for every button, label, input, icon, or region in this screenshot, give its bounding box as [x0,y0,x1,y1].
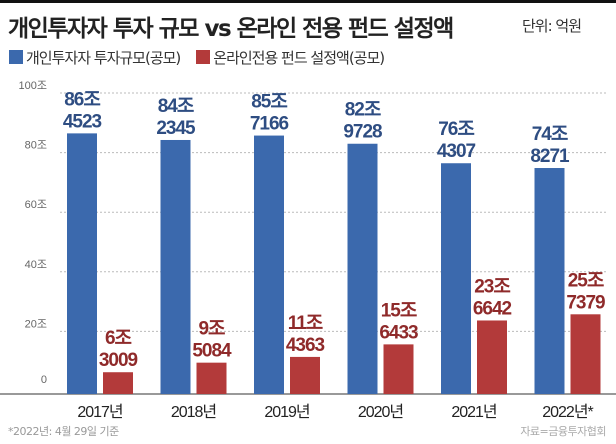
x-tick-label: 2018년 [171,403,217,421]
data-label-jo: 11조 [288,313,323,334]
y-tick-label: 40조 [25,259,47,271]
data-label-eok: 4363 [286,335,325,356]
data-label-jo: 85조 [251,92,287,113]
x-tick-label: 2017년 [77,403,123,421]
data-label-jo: 82조 [345,100,381,121]
data-label-eok: 4307 [437,141,476,162]
data-label-jo: 9조 [198,319,225,340]
bar-investment [441,163,471,394]
bar-online-fund [383,344,414,394]
x-tick-label: 2019년 [264,403,310,421]
x-tick-label: 2020년 [358,403,404,421]
x-tick-label: 2022년* [542,403,593,421]
x-tick-label: 2021년 [451,403,497,421]
data-label-jo: 15조 [381,300,417,321]
y-tick-label: 80조 [25,140,47,152]
data-label-jo: 23조 [474,276,510,297]
data-label-eok: 7379 [566,292,605,313]
data-label-jo: 74조 [532,124,568,145]
data-label-eok: 6433 [379,322,418,343]
bar-online-fund [477,320,507,394]
data-label-eok: 9728 [343,122,382,143]
footnote: *2022년: 4월 29일 기준 [8,425,119,438]
bar-investment [254,135,284,395]
data-label-eok: 8271 [530,146,570,167]
bar-investment [67,133,97,395]
source: 자료=금융투자협회 [520,425,606,438]
legend-item-online-fund: 온라인전용 펀드 설정액(공모) [196,47,385,68]
data-label-eok: 7166 [250,114,289,135]
data-label-eok: 5084 [192,341,232,362]
data-label-eok: 2345 [156,118,196,139]
bar-investment [347,143,378,394]
y-tick-label: 100조 [19,80,47,92]
legend-label: 개인투자자 투자규모(공모) [26,49,181,67]
chart-title: 개인투자자 투자 규모 vs 온라인 전용 펀드 설정액 [8,16,454,42]
data-label-jo: 76조 [438,119,474,140]
bar-investment [534,168,565,394]
y-tick-label: 0 [41,374,47,386]
bar-online-fund [103,372,133,394]
bar-online-fund [570,314,601,394]
legend-swatch-red [196,50,211,64]
data-label-eok: 3009 [99,350,138,371]
bar-investment [160,139,191,394]
y-tick-label: 60조 [25,199,47,211]
data-label-eok: 4523 [63,111,102,132]
y-tick-label: 20조 [25,318,47,330]
plot-area: 020조40조60조80조100조86조45236조30092017년84조23… [0,80,616,421]
data-label-jo: 84조 [158,96,194,117]
bar-online-fund [290,356,320,394]
data-label-eok: 6642 [473,298,512,319]
legend: 개인투자자 투자규모(공모) 온라인전용 펀드 설정액(공모) [9,47,385,68]
legend-swatch-blue [9,50,23,64]
data-label-jo: 6조 [105,328,132,349]
data-label-jo: 25조 [568,270,604,291]
unit-label: 단위: 억원 [522,17,582,35]
bar-online-fund [196,362,227,394]
data-label-jo: 86조 [64,89,100,110]
legend-label: 온라인전용 펀드 설정액(공모) [213,49,385,67]
legend-item-investment: 개인투자자 투자규모(공모) [9,47,181,68]
